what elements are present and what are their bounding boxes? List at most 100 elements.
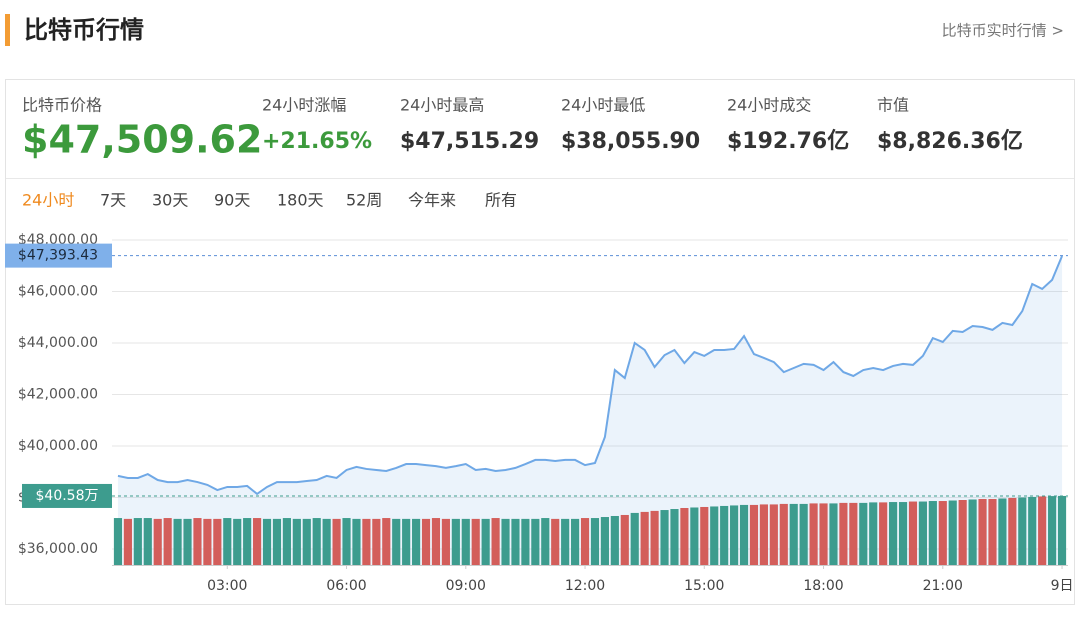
- y-tick-label: $40,000.00: [18, 438, 98, 454]
- volume-bar: [730, 505, 739, 565]
- volume-bar: [123, 518, 132, 565]
- volume-bar: [412, 518, 421, 565]
- volume-bar: [958, 500, 967, 565]
- volume-bar: [571, 518, 580, 565]
- volume-bar: [799, 503, 808, 565]
- x-tick-label: 15:00: [684, 578, 724, 594]
- volume-bar: [352, 518, 361, 565]
- stat-value: $38,055.90: [561, 129, 700, 154]
- volume-bar: [908, 501, 918, 565]
- volume-bar: [879, 502, 888, 565]
- range-tab[interactable]: 52周: [346, 191, 382, 210]
- volume-bar: [213, 518, 222, 565]
- title-accent: [5, 14, 10, 46]
- volume-bar: [392, 518, 401, 565]
- volume-bar: [441, 518, 450, 565]
- volume-bar: [541, 518, 550, 565]
- price-line: [117, 255, 1063, 496]
- volume-bar: [1028, 496, 1037, 565]
- volume-bar: [660, 510, 669, 565]
- volume-bar: [620, 514, 629, 565]
- volume-bar: [918, 501, 927, 565]
- volume-bar: [292, 518, 301, 565]
- page-title: 比特币行情: [24, 16, 144, 44]
- y-tick-label: $36,000.00: [18, 541, 98, 557]
- volume-bar: [372, 518, 381, 565]
- volume-bar: [809, 503, 818, 565]
- range-tab[interactable]: 180天: [277, 191, 324, 210]
- volume-bar: [431, 518, 441, 565]
- volume-bar: [143, 518, 152, 565]
- volume-bar: [332, 518, 341, 565]
- volume-bar: [1018, 497, 1027, 565]
- x-tick-label: 06:00: [326, 578, 366, 594]
- stat-label: 24小时成交: [727, 96, 811, 115]
- volume-bar: [362, 518, 371, 565]
- volume-bar: [342, 518, 351, 565]
- stat-label: 24小时涨幅: [262, 96, 346, 115]
- volume-bar: [610, 515, 619, 565]
- volume-bar: [1038, 496, 1047, 565]
- volume-bar: [163, 518, 172, 565]
- volume-bar: [720, 505, 729, 565]
- volume-bar: [302, 518, 311, 565]
- volume-bar: [948, 500, 957, 565]
- x-tick-label: 21:00: [923, 578, 963, 594]
- range-tab[interactable]: 24小时: [22, 191, 74, 210]
- volume-bar: [690, 507, 699, 565]
- volume-bar: [1057, 495, 1067, 565]
- price-tag-label: $47,393.43: [18, 248, 98, 264]
- volume-bar: [113, 518, 123, 565]
- volume-bar: [501, 518, 510, 565]
- volume-bar: [829, 503, 838, 565]
- volume-bar: [183, 518, 192, 565]
- stat-label: 24小时最高: [400, 96, 484, 115]
- volume-bar: [223, 518, 232, 565]
- volume-bar: [322, 518, 331, 565]
- stat-label: 市值: [877, 96, 909, 115]
- y-tick-label: $46,000.00: [18, 284, 98, 300]
- realtime-link[interactable]: 比特币实时行情 >: [942, 22, 1064, 40]
- volume-bar: [889, 502, 898, 565]
- volume-bar: [898, 502, 908, 565]
- volume-bar: [561, 518, 570, 565]
- price-area: [117, 255, 1063, 565]
- volume-bar: [203, 518, 212, 565]
- stat-value: $47,515.29: [400, 129, 539, 154]
- volume-tag: [22, 483, 112, 508]
- volume-bar: [869, 502, 878, 565]
- volume-bar: [650, 510, 659, 565]
- volume-bar: [978, 498, 987, 565]
- volume-bar: [928, 501, 937, 565]
- volume-bar: [700, 506, 709, 565]
- volume-bar: [859, 502, 868, 565]
- range-tab[interactable]: 90天: [214, 191, 250, 210]
- volume-bar: [580, 518, 590, 565]
- volume-bar: [968, 499, 977, 565]
- volume-bar: [779, 503, 788, 565]
- range-tab[interactable]: 30天: [152, 191, 188, 210]
- stat-value: $47,509.62: [22, 118, 262, 162]
- volume-bar: [451, 518, 460, 565]
- volume-bar: [233, 518, 242, 565]
- volume-bar: [630, 512, 639, 565]
- stat-value: +21.65%: [262, 129, 372, 154]
- volume-bar: [789, 503, 798, 565]
- range-tab[interactable]: 今年来: [408, 191, 456, 210]
- volume-bar: [590, 518, 600, 565]
- volume-bar: [670, 509, 679, 565]
- volume-bar: [849, 502, 858, 565]
- volume-bar: [839, 502, 848, 565]
- volume-bar: [680, 507, 689, 565]
- x-tick-label: 18:00: [803, 578, 843, 594]
- range-tab[interactable]: 所有: [485, 191, 517, 210]
- volume-bar: [531, 518, 540, 565]
- price-tag: [5, 243, 112, 268]
- volume-bar: [461, 518, 470, 565]
- volume-bar: [262, 518, 272, 565]
- volume-bar: [133, 518, 142, 565]
- x-tick-label: 03:00: [207, 578, 247, 594]
- volume-bar: [421, 518, 431, 565]
- range-tab[interactable]: 7天: [100, 191, 126, 210]
- volume-bar: [402, 518, 411, 565]
